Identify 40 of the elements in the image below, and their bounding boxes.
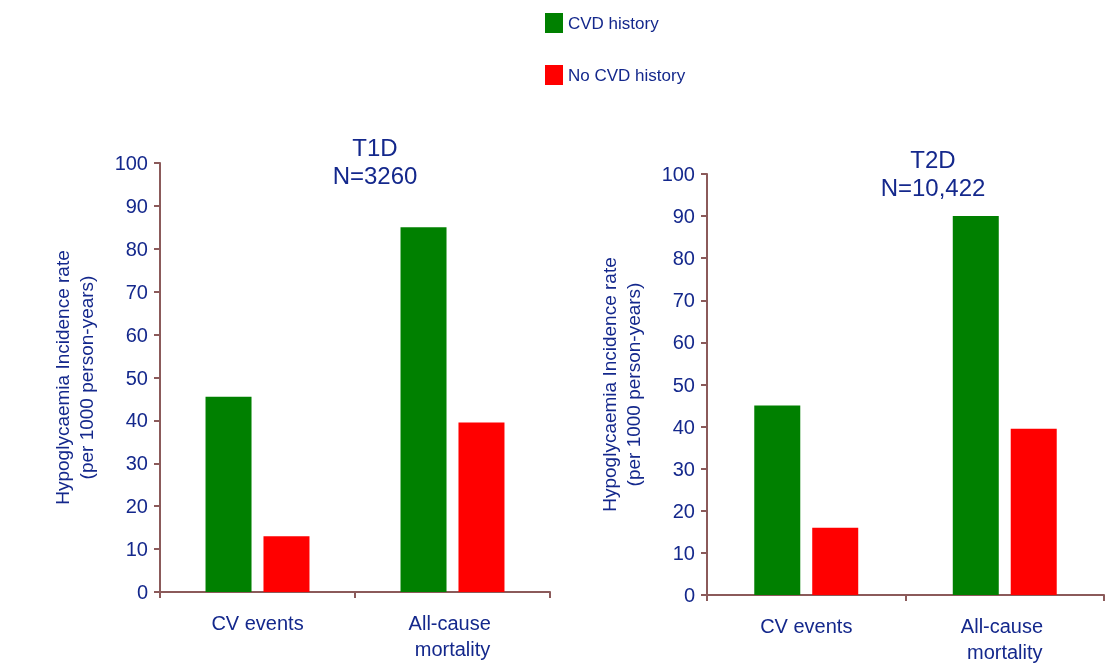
x-tick-label: CV events [760, 615, 853, 637]
x-tick-label: All-cause mortality [960, 615, 1049, 663]
y-tick-label: 0 [136, 581, 148, 603]
y-tick-label: 90 [125, 194, 148, 217]
bar [952, 216, 999, 595]
bar [400, 227, 447, 592]
y-tick-label: 70 [125, 280, 148, 303]
y-tick-label: 10 [672, 541, 695, 564]
legend-label: No CVD history [568, 65, 686, 85]
y-tick-label: 30 [672, 457, 695, 480]
y-axis-title: Hypoglycaemia Incidence rate (per 1000 person-years) [598, 257, 644, 512]
y-tick-label: 20 [125, 495, 148, 518]
y-tick-label: 40 [125, 409, 148, 432]
y-tick-label: 20 [672, 499, 695, 522]
y-tick-label: 40 [672, 415, 695, 438]
y-tick-label: 0 [683, 584, 695, 606]
y-tick-label: 50 [125, 366, 148, 389]
y-tick-label: 90 [672, 205, 695, 228]
y-tick-label: 60 [672, 331, 695, 354]
y-tick-label: 100 [114, 152, 148, 174]
y-tick-label: 60 [125, 323, 148, 346]
y-tick-label: 70 [672, 289, 695, 312]
y-tick-label: 80 [672, 247, 695, 270]
y-axis-title: Hypoglycaemia Incidence rate (per 1000 person-years) [51, 250, 97, 505]
bar [458, 422, 505, 592]
chart-title: T2D N=10,422 [880, 145, 986, 201]
y-tick-label: 80 [125, 237, 148, 260]
y-tick-label: 100 [661, 163, 695, 185]
x-tick-label: All-cause mortality [408, 612, 497, 660]
bar [263, 536, 310, 592]
y-tick-label: 30 [125, 452, 148, 475]
bar [754, 405, 801, 595]
y-tick-label: 10 [125, 538, 148, 561]
x-tick-label: CV events [211, 612, 304, 634]
bar [1010, 428, 1057, 595]
y-tick-label: 50 [672, 373, 695, 396]
bar [205, 396, 252, 592]
chart-title: T1D N=3260 [332, 133, 418, 189]
bar [812, 527, 859, 595]
legend-label: CVD history [568, 13, 660, 33]
